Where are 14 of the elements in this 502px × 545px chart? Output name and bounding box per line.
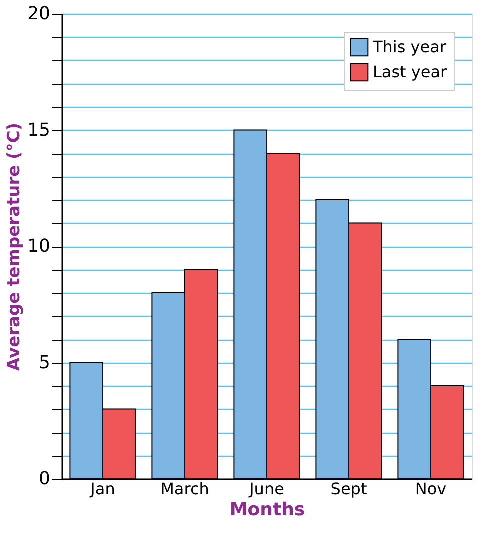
x-tick-label: June [248, 480, 284, 498]
y-tick-label: 15 [28, 120, 50, 141]
x-tick-label: Nov [415, 480, 447, 498]
y-tick-label: 5 [39, 352, 50, 374]
x-tick-label: Jan [90, 480, 116, 498]
legend-label: Last year [373, 62, 448, 82]
y-axis-title: Average temperature (°C) [4, 122, 25, 372]
y-tick-label: 0 [39, 468, 50, 490]
x-axis-title: Months [230, 500, 306, 520]
legend-label: This year [372, 38, 447, 56]
x-tick-label: Sept [330, 480, 368, 498]
y-tick-label: 20 [28, 4, 50, 24]
y-tick-label: 10 [28, 236, 50, 257]
x-tick-label: March [160, 480, 210, 498]
